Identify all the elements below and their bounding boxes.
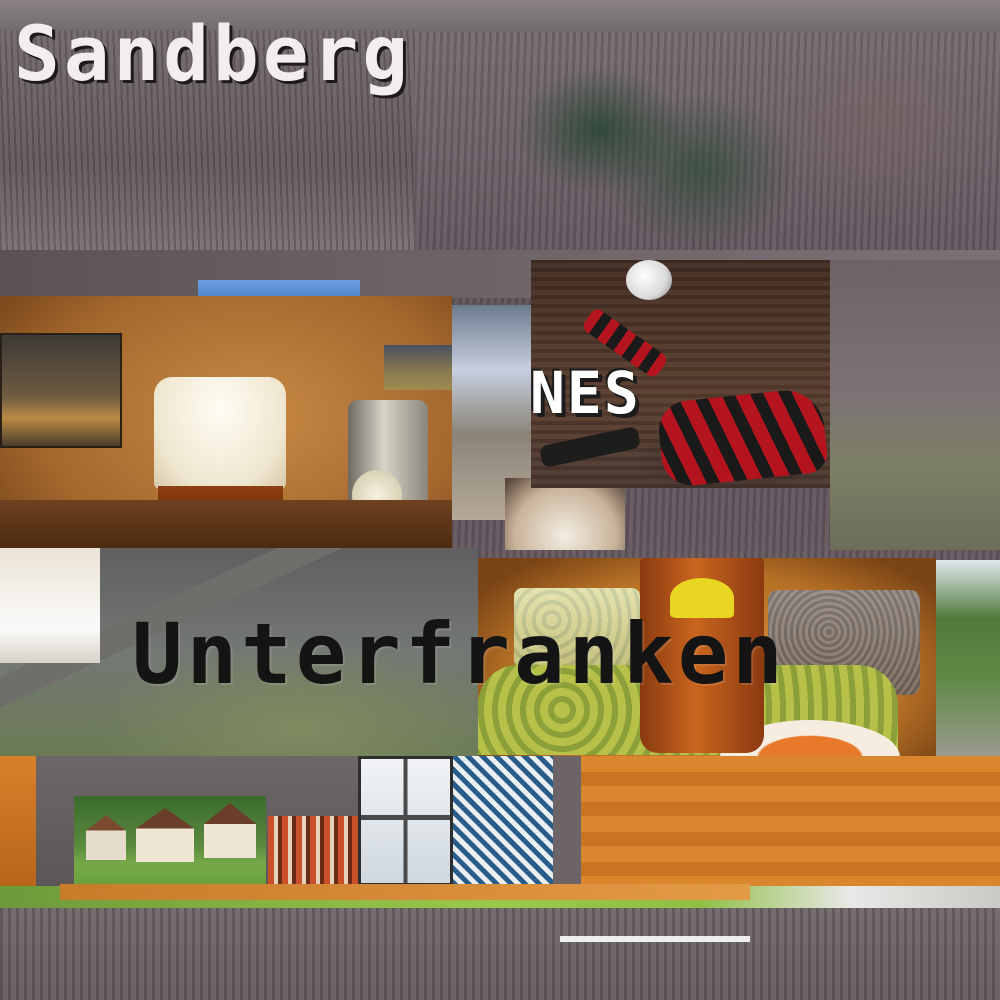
top-strip xyxy=(0,0,1000,32)
soccer-ball xyxy=(626,260,672,300)
forest-bottom xyxy=(0,900,1000,1000)
church-painting xyxy=(0,333,122,448)
hops-bowl xyxy=(514,588,640,668)
glass-window-photo xyxy=(358,756,453,886)
wall-picture xyxy=(384,345,452,390)
folk-group-photo xyxy=(268,816,360,884)
soccer-field-photo xyxy=(936,560,1000,756)
white-dress-fragment xyxy=(0,548,100,663)
wooden-table-photo xyxy=(581,756,1000,886)
table-strip xyxy=(60,884,750,900)
sky-fragment xyxy=(198,280,360,298)
forest-panel-left xyxy=(0,30,415,252)
meadow-photo xyxy=(830,260,1000,550)
pub-counter xyxy=(0,500,452,548)
blue-tile-wall-photo xyxy=(453,756,553,886)
overlay-text: NES xyxy=(530,359,641,427)
player-jersey xyxy=(656,386,829,489)
title-sandberg: Sandberg xyxy=(14,9,413,98)
wooden-table-fragment xyxy=(0,756,36,886)
mug-label xyxy=(670,578,734,618)
beer-foam xyxy=(154,377,286,489)
woman-photo xyxy=(505,478,625,550)
gray-wall xyxy=(553,756,581,886)
title-unterfranken: Unterfranken xyxy=(132,605,787,703)
white-line xyxy=(560,936,750,942)
